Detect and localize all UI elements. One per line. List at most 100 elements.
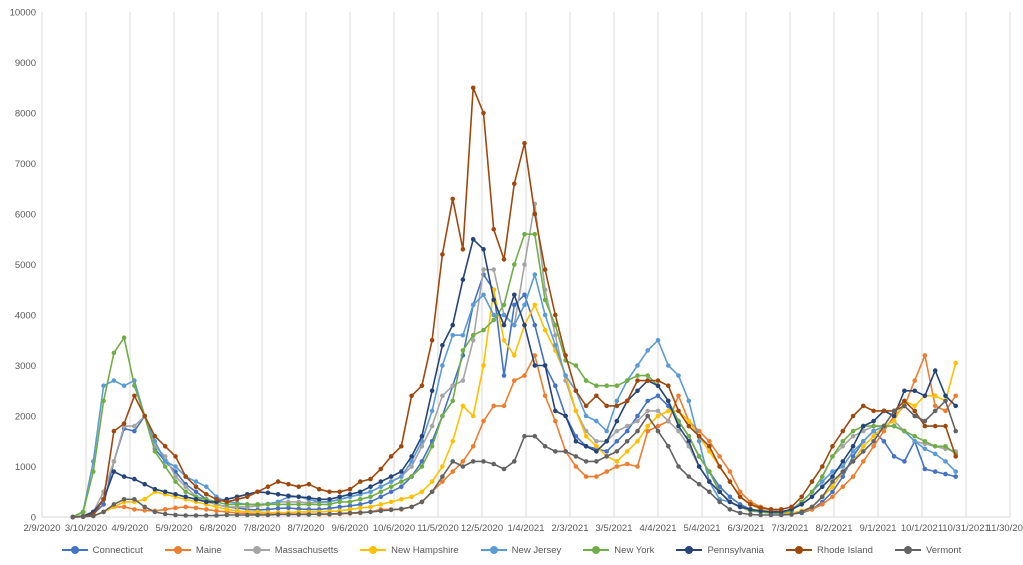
data-point <box>121 383 127 389</box>
data-point <box>748 502 753 507</box>
data-point <box>573 388 579 394</box>
data-point <box>758 505 763 511</box>
data-point <box>429 479 435 484</box>
legend-swatch <box>894 545 921 555</box>
data-point <box>932 444 938 449</box>
data-point <box>286 481 291 487</box>
data-point <box>932 423 938 429</box>
data-point <box>460 247 466 252</box>
data-point <box>676 393 681 399</box>
data-point <box>265 484 271 490</box>
data-point <box>193 489 199 495</box>
data-point <box>861 403 866 409</box>
data-point <box>799 494 804 500</box>
data-point <box>902 459 907 464</box>
data-point <box>532 322 538 328</box>
y-tick-label: 5000 <box>15 260 36 271</box>
data-point <box>542 327 548 333</box>
data-point <box>583 459 589 464</box>
data-point <box>512 353 517 358</box>
data-point <box>440 479 445 484</box>
data-point <box>409 464 414 469</box>
data-point <box>450 459 456 464</box>
data-point <box>840 459 846 464</box>
x-tick-label: 11/5/2020 <box>417 523 459 534</box>
data-point <box>871 428 876 434</box>
data-point <box>655 378 661 383</box>
data-point <box>399 497 404 502</box>
data-point <box>624 449 630 454</box>
data-point <box>614 459 620 464</box>
data-point <box>563 413 568 419</box>
data-point <box>696 481 702 487</box>
data-point <box>553 383 558 389</box>
data-point <box>542 444 548 449</box>
data-point <box>429 444 435 449</box>
x-tick-label: 3/5/2021 <box>596 523 633 534</box>
data-point <box>296 502 302 507</box>
data-point <box>347 503 353 509</box>
data-point <box>481 247 486 252</box>
data-point <box>891 423 897 429</box>
legend-label: Pennsylvania <box>707 544 764 556</box>
data-point <box>850 413 856 419</box>
data-point <box>450 469 456 474</box>
legend-item: Vermont <box>894 545 961 556</box>
data-point <box>707 489 712 495</box>
data-point <box>666 444 671 449</box>
data-point <box>676 373 681 378</box>
series-rhode-island <box>70 85 958 520</box>
plot-area <box>70 85 958 520</box>
data-point <box>162 489 168 495</box>
data-point <box>820 494 825 500</box>
data-point <box>655 423 661 429</box>
data-point <box>830 474 835 479</box>
data-point <box>316 497 322 502</box>
data-point <box>512 322 517 328</box>
data-point <box>532 302 538 308</box>
data-point <box>686 433 692 439</box>
legend-swatch <box>785 545 812 555</box>
data-point <box>327 489 332 495</box>
data-point <box>358 489 363 495</box>
data-point <box>861 423 866 429</box>
data-point <box>162 511 168 517</box>
data-point <box>275 512 281 517</box>
data-point <box>953 428 958 434</box>
data-point <box>347 510 353 516</box>
data-point <box>306 481 312 487</box>
y-axis: 0 1000 2000 3000 4000 5000 6000 7000 8000 9000 100… <box>10 8 43 524</box>
data-point <box>686 418 692 424</box>
data-point <box>932 368 938 373</box>
legend-item: New Hampshire <box>360 545 459 556</box>
data-point <box>224 507 230 512</box>
x-tick-label: 6/3/2021 <box>728 523 765 534</box>
data-point <box>388 499 394 505</box>
data-point <box>183 474 188 479</box>
legend-swatch <box>61 545 88 555</box>
data-point <box>635 373 640 378</box>
data-point <box>522 433 527 439</box>
y-tick-label: 10000 <box>10 8 36 19</box>
data-point <box>152 439 158 444</box>
data-point <box>943 444 948 449</box>
data-point <box>563 353 568 358</box>
data-point <box>891 408 897 414</box>
data-point <box>912 413 917 419</box>
data-point <box>358 510 363 515</box>
data-point <box>583 474 589 479</box>
data-point <box>234 512 240 518</box>
data-point <box>594 449 599 454</box>
data-point <box>347 486 353 492</box>
data-point <box>676 423 681 429</box>
data-point <box>316 502 322 507</box>
data-point <box>388 489 394 495</box>
data-point <box>717 489 722 495</box>
data-point <box>830 444 835 449</box>
data-point <box>922 439 928 444</box>
data-point <box>440 393 445 399</box>
data-point <box>604 403 609 409</box>
data-point <box>440 343 445 348</box>
data-point <box>255 489 260 495</box>
data-point <box>789 512 794 517</box>
